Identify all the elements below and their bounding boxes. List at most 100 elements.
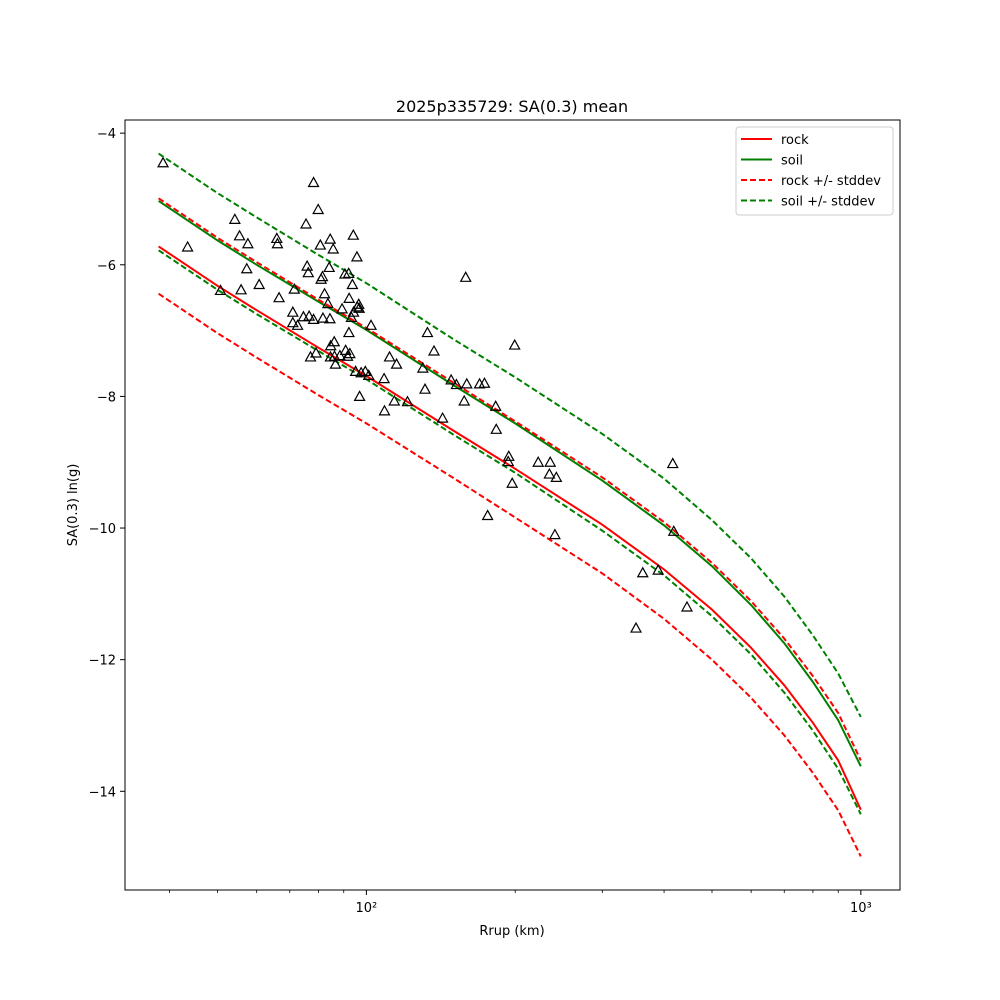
observation-point [489,400,502,411]
observation-point [307,313,320,325]
chart-title: 2025p335729: SA(0.3) mean [396,97,628,116]
observation-point [271,237,284,249]
y-axis-label: SA(0.3) ln(g) [66,464,81,547]
observation-point [666,457,679,469]
x-tick-label: 10² [355,901,377,916]
observation-point [383,350,396,362]
observation-point [336,302,349,314]
observation-point [418,382,432,394]
observation-point [548,528,561,540]
observation-point [302,266,315,278]
observation-point [233,229,246,241]
observation-point [458,394,471,406]
observation-point [506,477,519,488]
observation-point [273,291,286,303]
observation-point [240,262,253,274]
legend-label: rock +/- stddev [781,174,881,189]
observation-point [490,423,503,434]
observation-point [324,350,337,362]
observation-point [299,217,313,229]
observation-point [291,319,304,330]
observation-point [345,311,358,323]
observation-point [416,361,429,373]
observation-point [445,373,458,385]
observation-point [329,357,342,369]
y-tick-label: −4 [97,127,116,142]
y-tick-label: −12 [89,654,116,669]
y-tick-label: −8 [97,390,116,405]
observation-point [544,455,557,467]
model-curves [158,152,862,857]
observation-point [652,563,665,575]
x-axis: 10² 10³ [169,890,872,916]
observation-point [321,297,334,309]
observation-point [365,319,378,330]
observation-point [550,471,563,482]
observation-point [460,377,473,389]
observation-point [181,240,194,252]
curve-rock-stddev-2 [158,197,862,761]
observation-point [316,311,329,323]
observation-point [309,346,323,358]
legend-label: rock [781,133,809,148]
observation-point [388,394,401,406]
observation-point [353,301,366,313]
observation-point [343,292,356,303]
observation-point [362,369,375,380]
observation-point [286,316,299,328]
curve-rock-stddev-3 [158,292,862,857]
observation-point [342,267,355,278]
observation-point [303,309,316,321]
observation-point [235,283,248,295]
observation-point [355,366,368,378]
observation-point [338,267,351,279]
observation-point [347,228,360,240]
legend-label: soil +/- stddev [781,195,876,210]
observation-point [314,238,327,250]
observation-point [157,156,170,168]
y-tick-label: −10 [89,522,116,537]
observation-point [636,566,649,578]
observation-point [481,509,494,521]
observation-point [214,284,227,296]
observation-point [667,525,680,536]
x-tick-label: 10³ [850,901,872,916]
observation-point [349,365,362,377]
observation-point [327,242,340,254]
observation-point [378,372,391,384]
legend-label: soil [781,154,803,169]
observation-point [342,326,355,338]
observation-point [401,395,414,407]
observation-point [241,237,254,249]
observation-point [459,271,472,282]
observation-point [253,278,266,290]
curve-soil-stddev-4 [158,152,862,718]
observation-point [353,390,366,402]
observation-point [318,287,331,299]
y-tick-label: −6 [97,259,116,274]
observation-point [436,411,449,423]
observation-point [629,621,643,633]
curve-soil-stddev-5 [158,249,862,815]
curve-soil-1 [158,200,862,767]
observation-point [543,467,556,479]
y-tick-label: −14 [89,785,116,800]
observation-point [228,213,241,224]
curve-rock-0 [158,245,862,811]
observation-point [312,203,325,215]
observation-point [286,305,299,317]
observed-points [157,156,693,633]
observation-point [378,404,391,416]
observation-point [328,335,341,347]
observation-point [450,378,463,390]
observation-point [323,312,336,324]
observation-point [680,600,693,612]
legend-box [735,126,894,216]
legend: rock soil rock +/- stddev soil +/- stddev [735,126,894,216]
plot-frame [124,119,901,891]
observation-point [532,455,545,467]
observation-point [350,250,363,262]
observation-point [346,278,359,290]
observation-point [502,450,515,461]
